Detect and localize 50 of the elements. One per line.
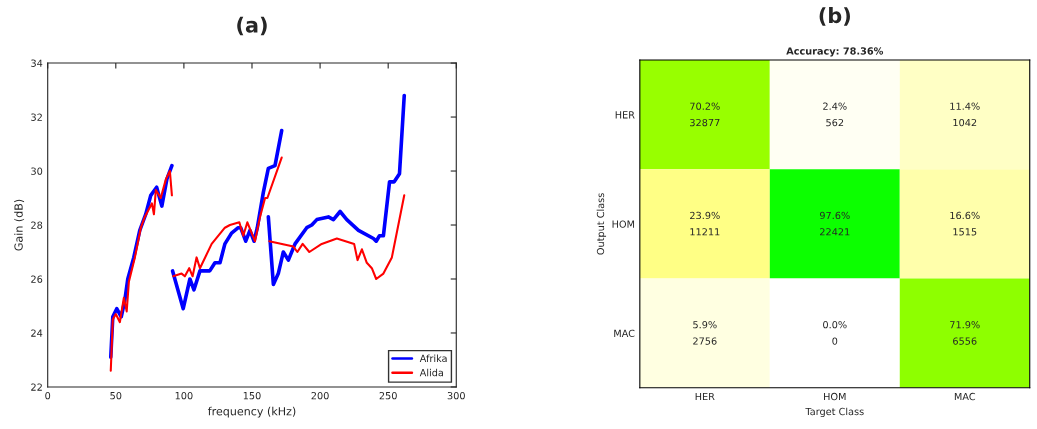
annotation: 0 (832, 337, 838, 345)
y-tick-label: 32 (31, 113, 42, 121)
data-label: 16.6% (950, 211, 980, 220)
data-label: 71.9% (950, 321, 980, 329)
x-tick-label: 50 (110, 391, 122, 400)
y-axis-title: Gain (dB) (14, 199, 25, 251)
chart-title: (a) (237, 16, 267, 36)
y-axis-title: Output Class (596, 193, 607, 255)
annotation: 32877 (690, 118, 720, 127)
legend-label: Afrika (419, 354, 447, 363)
line-series (172, 156, 283, 278)
data-label: 5.9% (693, 321, 717, 329)
annotation: 2756 (693, 337, 717, 345)
y-tick-label: 22 (31, 383, 42, 391)
x-tick-label: HER (695, 392, 715, 401)
x-axis-title: Target Class (805, 407, 864, 418)
x-tick-label: 250 (379, 391, 397, 400)
data-label: 0.0% (823, 321, 847, 329)
y-tick-label: 26 (31, 275, 43, 283)
y-tick-label: MAC (614, 329, 635, 338)
y-tick-label: 34 (31, 59, 43, 67)
x-tick-label: 300 (447, 391, 465, 400)
data-label: 23.9% (690, 211, 720, 220)
annotation: 6556 (953, 337, 977, 345)
annotation: 11211 (690, 228, 720, 236)
y-tick-label: HER (615, 111, 635, 119)
x-axis-title: frequency (kHz) (207, 406, 296, 418)
data-label: 11.4% (950, 102, 980, 110)
x-tick-label: 0 (45, 391, 51, 400)
y-tick-label: HOM (612, 220, 635, 228)
annotation: 1042 (953, 118, 977, 127)
chart-title: (b) (819, 7, 850, 26)
chart-subtitle: Accuracy: 78.36% (786, 47, 884, 57)
data-label: 2.4% (823, 102, 847, 110)
x-tick-label: 150 (243, 391, 261, 400)
annotation: 1515 (953, 228, 977, 236)
x-tick-label: HOM (824, 392, 846, 401)
x-tick-label: MAC (954, 392, 976, 401)
annotation: 22421 (820, 228, 850, 236)
legend-label: Alida (419, 368, 443, 377)
data-label: 97.6% (819, 211, 850, 220)
line-series (268, 194, 406, 281)
y-tick-label: 30 (31, 167, 43, 175)
line-series (266, 93, 407, 287)
x-tick-label: 200 (311, 391, 329, 400)
y-tick-label: 24 (31, 329, 43, 337)
x-tick-label: 100 (175, 391, 193, 400)
data-label: 70.2% (690, 102, 720, 110)
annotation: 562 (826, 118, 844, 127)
y-tick-label: 28 (31, 221, 43, 229)
